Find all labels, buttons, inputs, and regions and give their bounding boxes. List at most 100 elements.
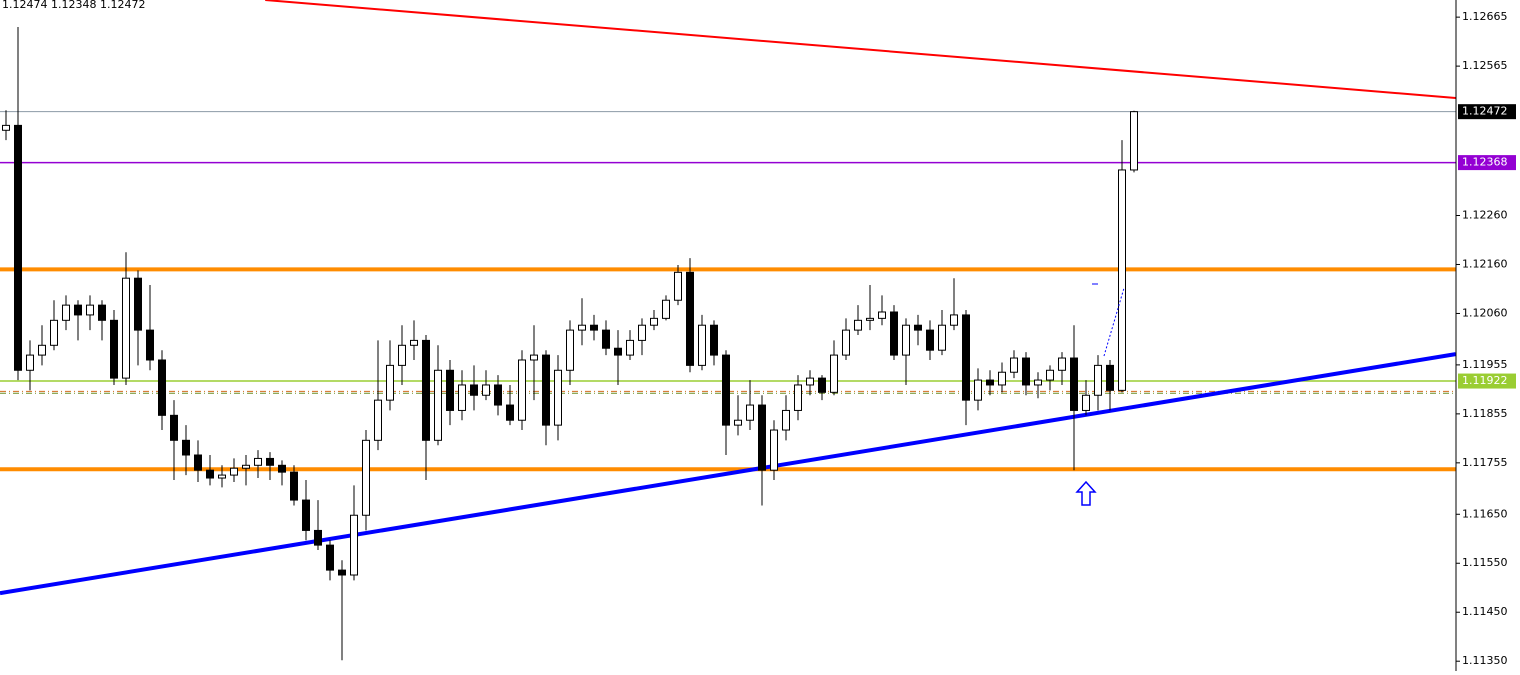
candle-body [254, 457, 262, 466]
candle-body [26, 354, 34, 371]
y-tick-label: 1.11450 [1462, 605, 1508, 618]
price-tag [1458, 373, 1516, 389]
candle-body [326, 544, 334, 571]
candle-body [290, 471, 298, 501]
candle-body [566, 329, 574, 371]
candle-body [758, 404, 766, 471]
y-tick-label: 1.11550 [1462, 556, 1508, 569]
candle-body [134, 277, 142, 331]
candle-body [98, 304, 106, 321]
candle-body [482, 384, 490, 396]
candle-body [722, 354, 730, 426]
candle-body [350, 514, 358, 576]
candle-body [614, 347, 622, 356]
candle-body [1082, 394, 1090, 411]
candle-body [1118, 169, 1126, 391]
candle-body [446, 369, 454, 411]
candle-body [542, 354, 550, 426]
candle-body [698, 324, 706, 366]
y-tick-label: 1.11350 [1462, 654, 1508, 667]
candle-body [1010, 357, 1018, 373]
candle-body [194, 454, 202, 471]
candle-body [362, 439, 370, 516]
candle-body [518, 359, 526, 421]
candle-body [638, 324, 646, 341]
candle-body [434, 369, 442, 441]
candle-body [590, 324, 598, 331]
up-arrow [1075, 480, 1097, 506]
y-tick-label: 1.11650 [1462, 507, 1508, 520]
candle-body [122, 277, 130, 379]
candle-body [2, 124, 10, 131]
candle-body [662, 299, 670, 319]
price-tag-label: 1.12368 [1462, 156, 1508, 169]
candle-body [950, 314, 958, 326]
candle-body [806, 377, 814, 386]
candle-body [998, 371, 1006, 386]
candle-body [554, 369, 562, 426]
candle-body [506, 404, 514, 421]
candle-body [242, 464, 250, 469]
y-tick-label: 1.12160 [1462, 257, 1508, 270]
candle-body [74, 304, 82, 316]
candle-body [158, 359, 166, 416]
y-tick-label: 1.12565 [1462, 59, 1508, 72]
candle-body [902, 324, 910, 356]
candle-body [818, 377, 826, 393]
candle-body [230, 467, 238, 476]
candle-body [1058, 357, 1066, 371]
candle-body [458, 384, 466, 411]
price-tag-label: 1.11922 [1462, 374, 1508, 387]
candle-body [578, 324, 586, 331]
candle-body [62, 304, 70, 321]
candle-body [770, 429, 778, 471]
candle-body [626, 339, 634, 356]
candle-body [842, 329, 850, 356]
price-tag [1458, 155, 1516, 171]
candle-body [170, 414, 178, 441]
candle-body [470, 384, 478, 396]
candle-body [734, 419, 742, 426]
candle-body [422, 339, 430, 441]
y-tick-label: 1.11955 [1462, 358, 1508, 371]
candle-body [650, 317, 658, 326]
candle-body [278, 464, 286, 473]
candle-body [1046, 369, 1054, 381]
candle-body [86, 304, 94, 316]
candle-body [854, 319, 862, 331]
candle-body [830, 354, 838, 393]
plot-area [0, 0, 1456, 661]
candle-body [1070, 357, 1078, 411]
candle-body [1130, 111, 1138, 171]
candle-body [206, 469, 214, 479]
candle-body [782, 409, 790, 431]
price-tag [1458, 104, 1516, 120]
candle-body [410, 339, 418, 346]
candle-body [866, 317, 874, 321]
candle-body [686, 271, 694, 366]
candle-body [926, 329, 934, 351]
y-tick-label: 1.12060 [1462, 306, 1508, 319]
candle-body [746, 404, 754, 421]
candle-body [602, 329, 610, 349]
candle-body [974, 379, 982, 401]
candle-body [14, 124, 22, 371]
candle-body [962, 314, 970, 401]
candle-body [878, 311, 886, 319]
y-tick-label: 1.12665 [1462, 10, 1508, 23]
candle-body [1106, 364, 1114, 391]
candle-body [338, 569, 346, 576]
trend-line [0, 352, 1456, 596]
candle-body [530, 354, 538, 361]
candle-body [710, 324, 718, 356]
ohlc-header: 1.12474 1.12348 1.12472 [2, 0, 145, 11]
candle-body [146, 329, 154, 361]
trend-line [265, 0, 1456, 99]
candle-body [386, 364, 394, 401]
candle-body [374, 399, 382, 441]
candle-body [182, 439, 190, 456]
y-tick-label: 1.11755 [1462, 456, 1508, 469]
